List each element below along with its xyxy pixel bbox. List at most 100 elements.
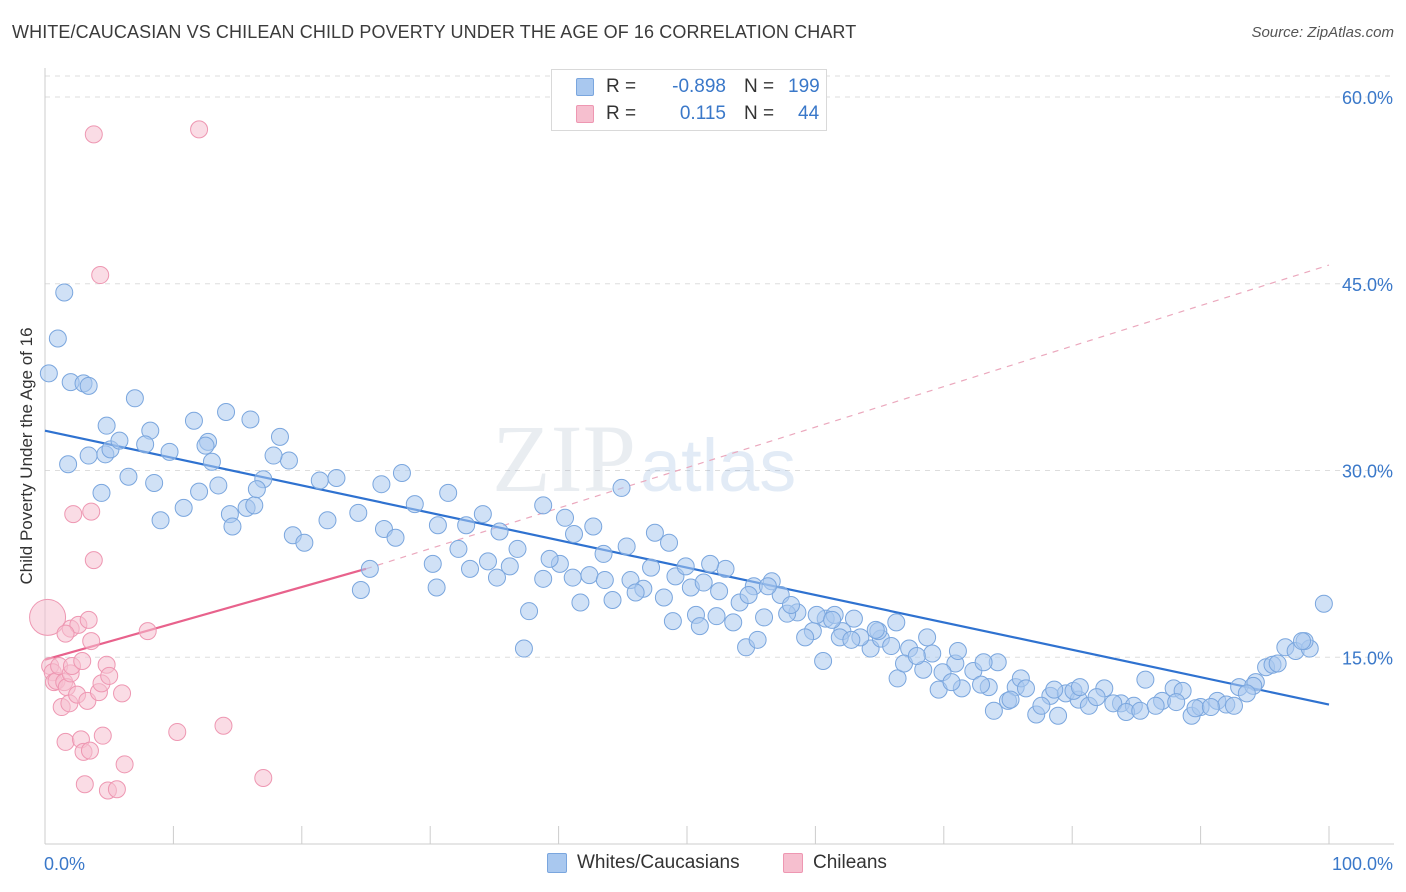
- data-point-whites: [372, 475, 391, 494]
- data-point-whites: [1049, 706, 1068, 725]
- data-point-whites: [716, 559, 735, 578]
- data-point-whites: [823, 610, 842, 629]
- data-point-whites: [119, 467, 138, 486]
- data-point-whites: [796, 628, 815, 647]
- data-point-whites: [1131, 701, 1150, 720]
- data-point-whites: [327, 468, 346, 487]
- data-point-whites: [972, 675, 991, 694]
- data-point-whites: [405, 495, 424, 514]
- data-point-whites: [556, 508, 575, 527]
- data-point-whites: [907, 647, 926, 666]
- data-point-whites: [184, 411, 203, 430]
- data-point-whites: [310, 471, 329, 490]
- bottom-legend: Whites/Caucasians Chileans: [0, 852, 1406, 876]
- data-point-whites: [918, 628, 937, 647]
- data-point-whites: [1201, 698, 1220, 717]
- legend-row-whites: R = -0.898 N = 199: [576, 75, 820, 99]
- data-point-whites: [1146, 696, 1165, 715]
- data-point-whites: [202, 452, 221, 471]
- data-point-whites: [490, 522, 509, 541]
- bottom-legend-whites: Whites/Caucasians: [547, 852, 740, 874]
- data-point-whites: [603, 590, 622, 609]
- legend-n-label: N =: [744, 103, 775, 124]
- data-point-chileans: [168, 722, 187, 741]
- y-axis-label: Child Poverty Under the Age of 16: [17, 327, 36, 585]
- data-point-chileans: [115, 755, 134, 774]
- data-point-whites: [882, 637, 901, 656]
- data-point-whites: [1237, 684, 1256, 703]
- data-point-whites: [1001, 690, 1020, 709]
- data-point-whites: [151, 511, 170, 530]
- data-point-whites: [755, 608, 774, 627]
- data-point-whites: [842, 630, 861, 649]
- legend-swatch-blue: [576, 78, 594, 96]
- data-point-whites: [79, 446, 98, 465]
- data-point-whites: [217, 402, 236, 421]
- data-point-chileans: [138, 622, 157, 641]
- data-point-whites: [540, 549, 559, 568]
- data-point-chileans: [79, 610, 98, 629]
- data-point-chileans: [190, 120, 209, 139]
- data-point-chileans: [107, 780, 126, 799]
- y-tick-label: 15.0%: [1342, 648, 1393, 668]
- data-point-whites: [245, 496, 264, 515]
- data-point-chileans: [113, 684, 132, 703]
- data-point-whites: [563, 568, 582, 587]
- data-point-whites: [423, 554, 442, 573]
- data-point-chileans: [93, 726, 112, 745]
- legend-n-value: 199: [788, 76, 820, 97]
- data-point-whites: [209, 476, 228, 495]
- watermark-zip: ZIP: [492, 405, 636, 512]
- data-point-whites: [948, 642, 967, 661]
- data-point-whites: [758, 577, 777, 596]
- data-point-whites: [392, 463, 411, 482]
- data-point-chileans: [75, 775, 94, 794]
- data-point-whites: [534, 569, 553, 588]
- data-point-whites: [690, 617, 709, 636]
- data-point-whites: [48, 329, 67, 348]
- data-point-whites: [360, 559, 379, 578]
- bottom-legend-label: Whites/Caucasians: [577, 852, 740, 873]
- data-point-whites: [79, 376, 98, 395]
- data-point-whites: [500, 557, 519, 576]
- trend-line-chileans-extended: [365, 264, 1330, 570]
- data-point-whites: [136, 435, 155, 454]
- data-point-whites: [508, 539, 527, 558]
- y-tick-label: 30.0%: [1342, 462, 1393, 482]
- data-point-whites: [318, 511, 337, 530]
- data-point-chileans: [73, 651, 92, 670]
- data-point-whites: [1104, 694, 1123, 713]
- data-point-whites: [270, 427, 289, 446]
- data-point-whites: [473, 505, 492, 524]
- data-point-whites: [923, 644, 942, 663]
- data-point-whites: [59, 455, 78, 474]
- data-point-chileans: [214, 716, 233, 735]
- data-point-whites: [645, 523, 664, 542]
- data-point-whites: [739, 586, 758, 604]
- data-point-whites: [694, 573, 713, 592]
- data-point-whites: [1186, 699, 1205, 718]
- data-point-whites: [514, 639, 533, 658]
- legend-n-value: 44: [798, 103, 820, 124]
- data-point-whites: [457, 516, 476, 535]
- data-point-whites: [1293, 632, 1312, 651]
- legend-n-label: N =: [744, 76, 775, 97]
- data-point-whites: [1314, 594, 1333, 613]
- chart-title: WHITE/CAUCASIAN VS CHILEAN CHILD POVERTY…: [12, 22, 857, 42]
- data-point-whites: [974, 653, 993, 672]
- data-point-whites: [449, 539, 468, 558]
- data-point-whites: [584, 517, 603, 536]
- data-point-whites: [1268, 654, 1287, 673]
- data-point-whites: [594, 544, 613, 563]
- data-point-chileans: [56, 624, 75, 643]
- data-point-whites: [814, 651, 833, 670]
- data-point-whites: [626, 583, 645, 602]
- legend-swatch-pink: [576, 105, 594, 123]
- data-point-whites: [487, 568, 506, 587]
- data-point-whites: [807, 605, 826, 624]
- x-tick-label: 100.0%: [1332, 854, 1393, 874]
- data-point-whites: [844, 609, 863, 628]
- bottom-legend-swatch-pink: [783, 853, 803, 873]
- data-point-whites: [565, 524, 584, 543]
- data-point-whites: [439, 483, 458, 502]
